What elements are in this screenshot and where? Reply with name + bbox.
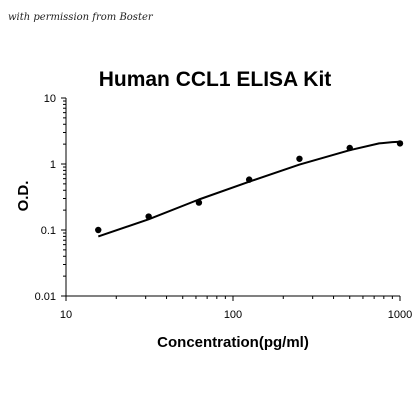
y-tick-label: 0.01 [35,291,56,303]
y-axis-label: O.D. [15,181,32,212]
data-point [296,155,303,162]
data-point [245,176,253,183]
chart-title: Human CCL1 ELISA Kit [99,68,332,91]
x-tick-label: 1000 [388,309,412,321]
y-axis-ticks: 0.01 0.1 1 10 [35,93,66,303]
x-tick-label: 10 [60,309,72,321]
x-axis-label: Concentration(pg/ml) [157,334,309,351]
data-point [95,226,102,234]
watermark-text: with permission from Boster [8,12,154,23]
y-tick-label: 0.1 [41,225,56,237]
data-point [396,140,404,147]
axes [65,98,400,297]
fitted-curve-line [97,140,401,238]
x-tick-label: 100 [224,309,242,321]
y-tick-label: 1 [50,159,56,171]
data-point [346,144,353,152]
y-tick-label: 10 [44,93,56,105]
plot-marks [95,140,404,238]
data-point [195,199,203,206]
data-point [145,213,152,220]
x-axis-ticks: 10 100 1000 [60,296,412,321]
